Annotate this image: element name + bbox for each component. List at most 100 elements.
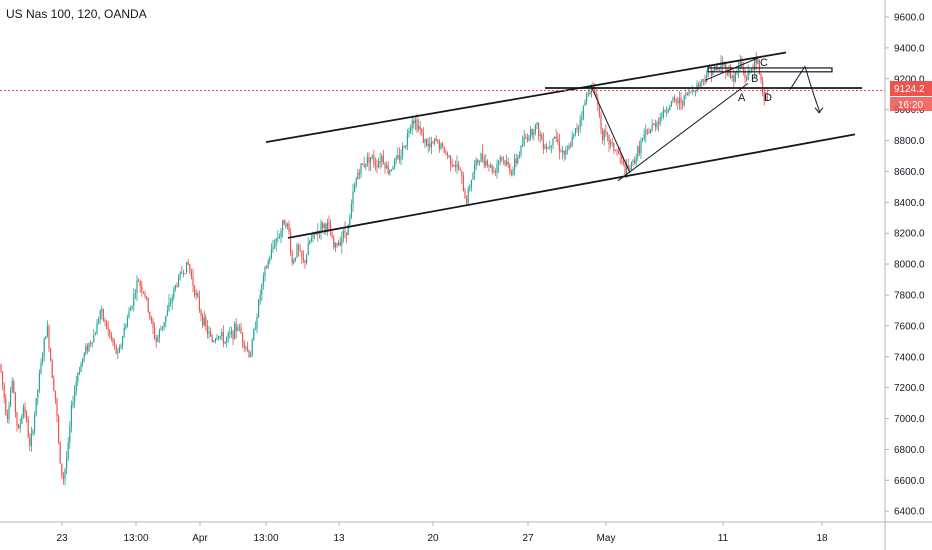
candle <box>640 137 642 159</box>
candle <box>458 160 460 171</box>
candle <box>248 349 250 359</box>
candle <box>333 234 335 250</box>
candle <box>72 395 74 409</box>
candle <box>43 337 45 362</box>
candle <box>358 169 360 180</box>
candle <box>174 284 176 292</box>
candle <box>339 236 341 247</box>
candle <box>400 149 402 166</box>
candle <box>10 386 12 408</box>
candle <box>435 135 437 142</box>
channel-upper-line[interactable] <box>265 51 787 143</box>
candle <box>632 159 634 167</box>
candle <box>99 309 101 325</box>
candle <box>573 133 575 140</box>
candle <box>325 222 327 235</box>
candle <box>606 131 608 142</box>
candle <box>382 149 384 165</box>
chart-title: US Nas 100, 120, OANDA <box>6 7 147 21</box>
candle <box>480 152 482 163</box>
candle <box>579 114 581 134</box>
candle <box>494 168 496 177</box>
projection-2-line[interactable] <box>804 66 813 90</box>
candle <box>219 335 221 340</box>
svg-text:D: D <box>764 92 772 104</box>
candle <box>501 156 503 163</box>
candle <box>86 343 88 355</box>
candle <box>216 334 218 341</box>
candle <box>139 279 141 293</box>
candle <box>392 165 394 171</box>
projection-1-line[interactable] <box>789 66 806 90</box>
candle <box>82 358 84 368</box>
candle <box>302 250 304 264</box>
channel-lower-line[interactable] <box>287 133 856 239</box>
candle <box>168 294 170 313</box>
candle <box>518 151 520 159</box>
time-axis[interactable]: 23 13:00 Apr 13:00 13 20 27 May 11 18 <box>0 521 932 544</box>
candle <box>206 320 208 339</box>
candle <box>245 345 247 352</box>
candle <box>8 401 10 424</box>
candle <box>755 51 757 71</box>
candle <box>46 320 48 338</box>
candle <box>373 149 375 169</box>
rising-wedge-top-line[interactable] <box>704 56 761 81</box>
candle <box>11 377 13 393</box>
candle <box>112 337 114 346</box>
candle <box>149 311 151 321</box>
candle <box>650 128 652 134</box>
candle <box>486 159 488 168</box>
candle <box>546 142 548 153</box>
candle <box>240 322 242 334</box>
candle <box>53 375 55 392</box>
candle <box>438 139 440 153</box>
candle <box>389 169 391 176</box>
candle <box>362 163 364 166</box>
candle <box>739 54 741 72</box>
candle <box>166 305 168 317</box>
candle <box>338 239 340 246</box>
peak-drop-line[interactable] <box>591 87 631 174</box>
candle <box>747 64 749 81</box>
candle <box>125 323 127 331</box>
candle <box>568 143 570 150</box>
price-tick-label: 7800.0 <box>894 290 925 301</box>
candle <box>192 268 194 293</box>
price-tick-label: 7000.0 <box>894 414 925 425</box>
candle <box>56 397 58 423</box>
candle <box>552 138 554 150</box>
candle <box>110 331 112 342</box>
candle <box>3 382 5 404</box>
candle <box>360 162 362 179</box>
candle <box>336 242 338 248</box>
candle <box>646 128 648 136</box>
time-tick-label: 11 <box>718 533 729 544</box>
consolidation-box[interactable] <box>707 67 833 73</box>
candle <box>229 326 231 339</box>
candle <box>478 160 480 166</box>
candle <box>451 158 453 168</box>
candle <box>80 361 82 373</box>
candle <box>613 142 615 155</box>
price-tick-label: 7400.0 <box>894 352 925 363</box>
candle <box>454 160 456 172</box>
candle <box>397 147 399 160</box>
candle <box>320 219 322 240</box>
candle <box>414 115 416 131</box>
candle <box>371 154 373 160</box>
candle <box>269 255 271 265</box>
projection-3-line[interactable] <box>811 89 821 113</box>
candle <box>574 127 576 137</box>
candle <box>178 274 180 288</box>
candle <box>147 297 149 314</box>
price-tick-label: 6800.0 <box>894 445 925 456</box>
time-tick-label: 23 <box>56 533 68 544</box>
candle <box>760 72 762 84</box>
rising-support-line[interactable] <box>617 82 749 182</box>
countdown-badge-bg <box>890 97 932 111</box>
candle <box>210 327 212 338</box>
candle <box>101 305 103 320</box>
candle <box>533 128 535 141</box>
